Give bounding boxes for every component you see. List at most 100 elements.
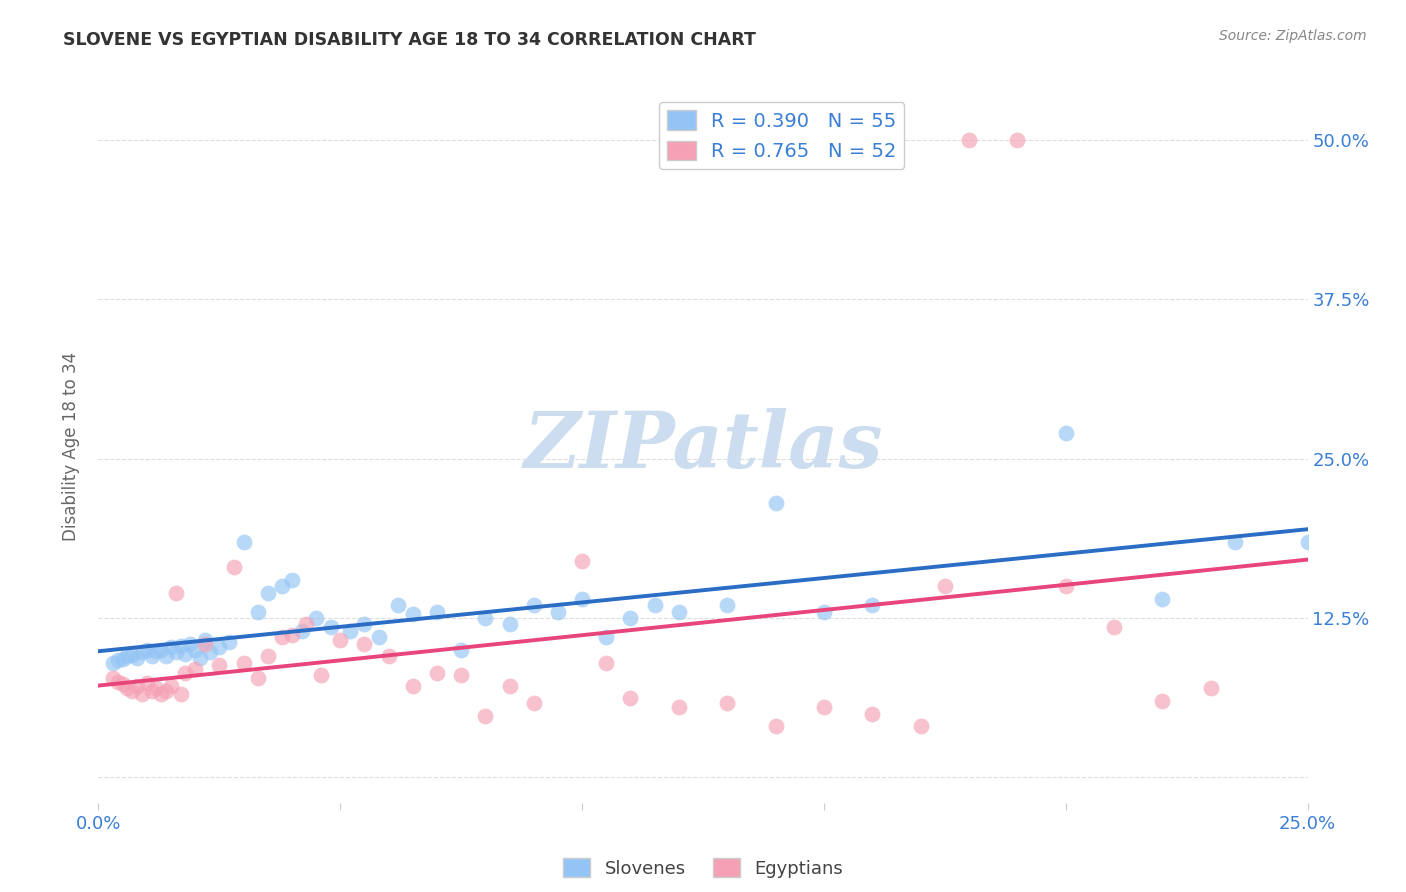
Point bbox=[1102, 620, 1125, 634]
Point bbox=[498, 617, 520, 632]
Point bbox=[184, 643, 207, 657]
Point bbox=[208, 658, 231, 673]
Point bbox=[174, 647, 197, 661]
Point bbox=[1152, 694, 1174, 708]
Point bbox=[155, 649, 177, 664]
Point bbox=[353, 617, 375, 632]
Point bbox=[765, 719, 787, 733]
Text: ZIPatlas: ZIPatlas bbox=[523, 408, 883, 484]
Point bbox=[619, 611, 641, 625]
Point bbox=[111, 652, 134, 666]
Point bbox=[474, 611, 496, 625]
Point bbox=[595, 656, 617, 670]
Point bbox=[402, 679, 425, 693]
Point bbox=[474, 709, 496, 723]
Point bbox=[169, 688, 191, 702]
Point bbox=[222, 560, 245, 574]
Point bbox=[498, 679, 520, 693]
Point bbox=[281, 573, 304, 587]
Point bbox=[934, 579, 956, 593]
Point bbox=[165, 585, 187, 599]
Point bbox=[377, 649, 399, 664]
Point bbox=[319, 620, 342, 634]
Point bbox=[107, 674, 129, 689]
Point bbox=[305, 611, 328, 625]
Point bbox=[329, 632, 352, 647]
Point bbox=[247, 605, 270, 619]
Point bbox=[1054, 579, 1077, 593]
Point bbox=[339, 624, 361, 638]
Point bbox=[295, 617, 318, 632]
Point bbox=[1152, 591, 1174, 606]
Point bbox=[271, 630, 294, 644]
Point bbox=[957, 133, 980, 147]
Point bbox=[141, 683, 163, 698]
Point bbox=[353, 636, 375, 650]
Point bbox=[198, 645, 221, 659]
Point bbox=[547, 605, 569, 619]
Point bbox=[644, 599, 666, 613]
Point bbox=[402, 607, 425, 622]
Point bbox=[426, 605, 449, 619]
Point bbox=[194, 636, 217, 650]
Point bbox=[165, 645, 187, 659]
Point bbox=[184, 662, 207, 676]
Point bbox=[131, 688, 153, 702]
Point bbox=[208, 640, 231, 655]
Point bbox=[150, 643, 173, 657]
Point bbox=[169, 639, 191, 653]
Point bbox=[813, 605, 835, 619]
Point bbox=[595, 630, 617, 644]
Point bbox=[571, 554, 593, 568]
Point bbox=[1054, 426, 1077, 441]
Point bbox=[117, 681, 139, 695]
Point bbox=[281, 627, 304, 641]
Point bbox=[860, 599, 883, 613]
Point bbox=[155, 683, 177, 698]
Point bbox=[813, 700, 835, 714]
Point bbox=[131, 645, 153, 659]
Point bbox=[860, 706, 883, 721]
Point bbox=[668, 605, 690, 619]
Point bbox=[716, 599, 738, 613]
Point bbox=[1199, 681, 1222, 695]
Y-axis label: Disability Age 18 to 34: Disability Age 18 to 34 bbox=[62, 351, 80, 541]
Point bbox=[716, 697, 738, 711]
Point bbox=[218, 635, 240, 649]
Point bbox=[523, 599, 546, 613]
Point bbox=[1223, 534, 1246, 549]
Text: Source: ZipAtlas.com: Source: ZipAtlas.com bbox=[1219, 29, 1367, 43]
Point bbox=[194, 632, 217, 647]
Point bbox=[910, 719, 932, 733]
Point bbox=[145, 681, 167, 695]
Point bbox=[256, 585, 278, 599]
Point bbox=[127, 650, 149, 665]
Point bbox=[101, 671, 124, 685]
Point bbox=[160, 679, 183, 693]
Point bbox=[247, 671, 270, 685]
Point bbox=[127, 679, 149, 693]
Point bbox=[271, 579, 294, 593]
Point bbox=[426, 665, 449, 680]
Point bbox=[150, 688, 173, 702]
Legend: Slovenes, Egyptians: Slovenes, Egyptians bbox=[555, 851, 851, 885]
Point bbox=[309, 668, 332, 682]
Point bbox=[765, 496, 787, 510]
Point bbox=[179, 636, 201, 650]
Point bbox=[111, 677, 134, 691]
Point bbox=[160, 640, 183, 655]
Point bbox=[290, 624, 312, 638]
Point bbox=[668, 700, 690, 714]
Point bbox=[450, 643, 472, 657]
Point bbox=[188, 650, 211, 665]
Text: SLOVENE VS EGYPTIAN DISABILITY AGE 18 TO 34 CORRELATION CHART: SLOVENE VS EGYPTIAN DISABILITY AGE 18 TO… bbox=[63, 31, 756, 49]
Point bbox=[1007, 133, 1029, 147]
Point bbox=[232, 656, 254, 670]
Point bbox=[101, 656, 124, 670]
Point bbox=[174, 665, 197, 680]
Point bbox=[117, 649, 139, 664]
Point bbox=[523, 697, 546, 711]
Point bbox=[121, 683, 143, 698]
Point bbox=[387, 599, 409, 613]
Point bbox=[368, 630, 391, 644]
